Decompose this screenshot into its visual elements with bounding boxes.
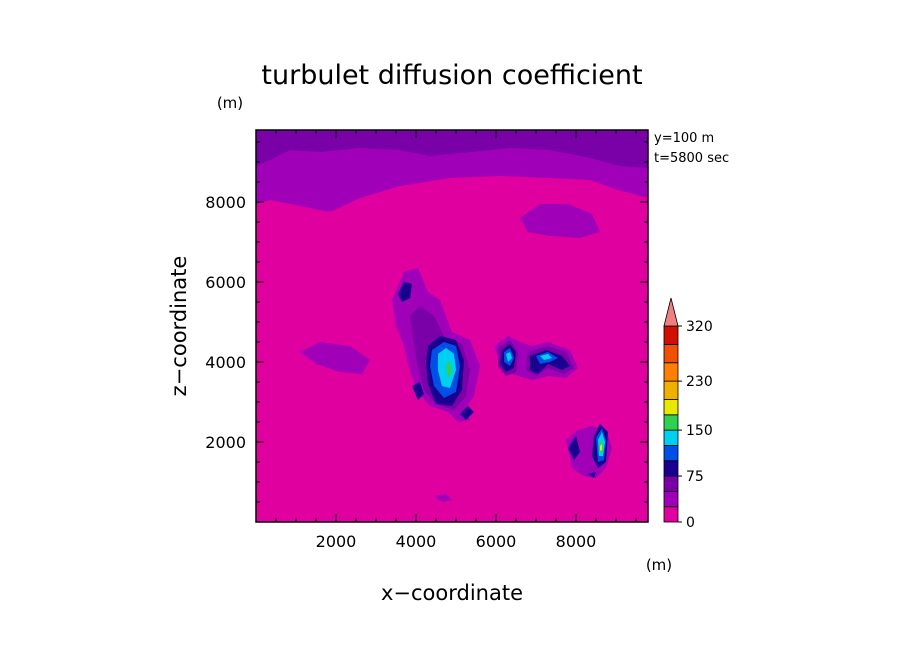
plot-area xyxy=(255,129,649,523)
colorbar: 0 75 150 230 320 xyxy=(663,297,713,531)
x-tick-label: 4000 xyxy=(396,532,437,551)
x-tick-label: 2000 xyxy=(316,532,357,551)
contour-lower-right-max xyxy=(600,444,602,451)
plot-frame xyxy=(255,129,649,523)
contour-mid-peak xyxy=(506,352,512,362)
contour-small-cell-a xyxy=(412,382,424,400)
contour-bottom-speck xyxy=(434,494,452,502)
contour-right-peak xyxy=(540,354,552,360)
contour-left-blob xyxy=(300,342,370,374)
colorbar-segment xyxy=(663,380,679,400)
y-tick-label: 4000 xyxy=(205,353,246,372)
colorbar-segment xyxy=(663,343,679,364)
annotation-t: t=5800 sec xyxy=(654,151,729,166)
x-tick-label: 6000 xyxy=(476,532,517,551)
annotation-y: y=100 m xyxy=(654,131,714,146)
colorbar-segment xyxy=(663,490,679,508)
y-tick-label: 8000 xyxy=(205,193,246,212)
contour-tiny-cell xyxy=(588,472,596,478)
contour-lower-cell xyxy=(568,436,580,460)
contour-small-cell-b xyxy=(460,406,474,420)
colorbar-tick-label: 75 xyxy=(686,469,704,485)
colorbar-tick-label: 230 xyxy=(686,374,713,390)
y-axis-label: z−coordinate xyxy=(167,256,191,397)
colorbar-segment xyxy=(663,475,679,492)
colorbar-tick-label: 0 xyxy=(686,515,695,531)
colorbar-tick-label: 150 xyxy=(686,423,713,439)
colorbar-extend-arrow xyxy=(663,297,679,327)
x-axis-label: x−coordinate xyxy=(381,581,523,605)
x-unit-label: (m) xyxy=(646,556,672,574)
colorbar-segment xyxy=(663,429,679,446)
colorbar-segment xyxy=(663,445,679,462)
chart-title: turbulet diffusion coefficient xyxy=(261,60,642,91)
contour-left-cell xyxy=(398,282,412,302)
y-tick-label: 2000 xyxy=(205,433,246,452)
contour-center-peak xyxy=(446,362,452,378)
contour-top-band-inner xyxy=(256,130,648,168)
colorbar-segment xyxy=(663,460,679,477)
colorbar-segment xyxy=(663,362,679,382)
axes: 2000 4000 6000 8000 2000 4000 6000 8000 xyxy=(205,130,648,551)
contour-top-band xyxy=(256,130,648,212)
y-unit-label: (m) xyxy=(217,94,243,112)
colorbar-segment xyxy=(663,414,679,431)
colorbar-segment xyxy=(663,506,679,523)
colorbar-segment xyxy=(663,399,679,416)
x-tick-label: 8000 xyxy=(556,532,597,551)
colorbar-tick-label: 320 xyxy=(686,319,713,335)
colorbar-segment xyxy=(663,325,679,345)
y-tick-label: 6000 xyxy=(205,273,246,292)
contour-upper-right-blob xyxy=(520,204,600,238)
